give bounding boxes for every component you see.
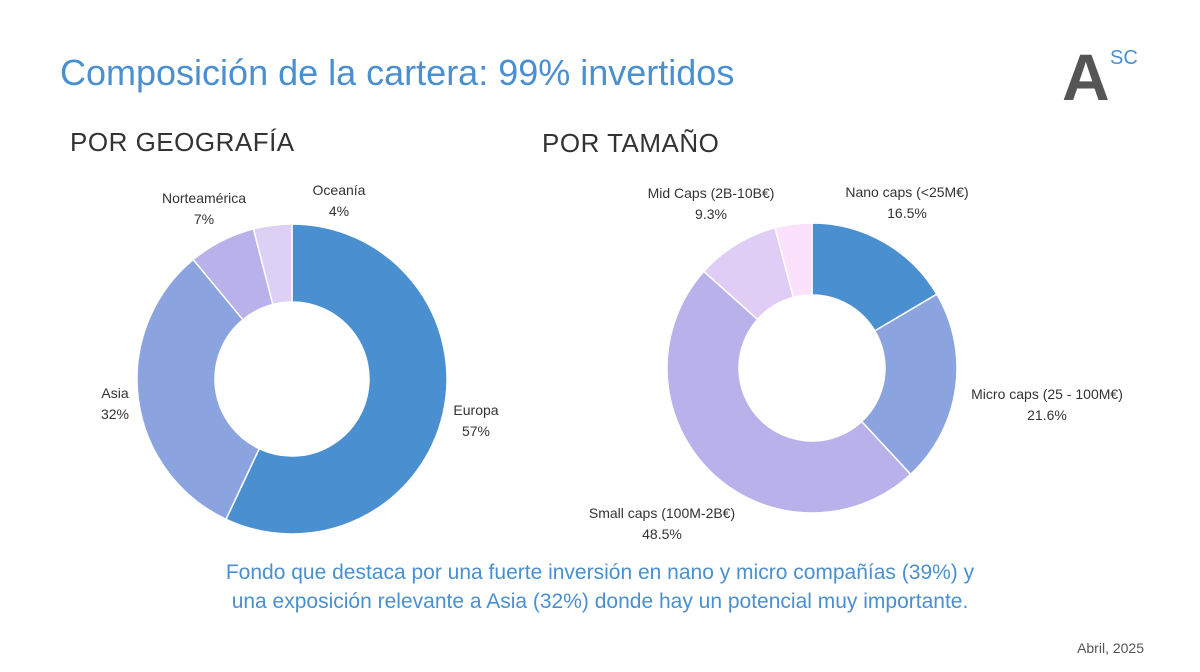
slice-value-label: 16.5% bbox=[887, 205, 927, 221]
slice-label: Nano caps (<25M€) bbox=[845, 184, 968, 200]
slice-label: Oceanía bbox=[313, 182, 366, 198]
slice-value-label: 21.6% bbox=[1027, 407, 1067, 423]
page-title: Composición de la cartera: 99% invertido… bbox=[60, 52, 735, 93]
slice-label: Micro caps (25 - 100M€) bbox=[971, 386, 1123, 402]
slice-value-label: 7% bbox=[194, 211, 214, 227]
report-date: Abril, 2025 bbox=[1077, 640, 1144, 656]
summary-note: Fondo que destaca por una fuerte inversi… bbox=[0, 558, 1200, 616]
slice-label: Mid Caps (2B-10B€) bbox=[648, 185, 775, 201]
size-donut-chart: Nano caps (<25M€) 16.5% Micro caps (25 - 1… bbox=[589, 184, 1123, 542]
slice-value-label: 48.5% bbox=[642, 526, 682, 542]
slice-value-label: 57% bbox=[462, 423, 490, 439]
donut-slice bbox=[666, 270, 912, 514]
slice-value-label: 4% bbox=[329, 203, 349, 219]
donut-slice bbox=[860, 293, 958, 476]
logo-letter: A bbox=[1062, 40, 1110, 110]
summary-line-2: una exposición relevante a Asia (32%) do… bbox=[231, 590, 969, 613]
donut-slice bbox=[774, 222, 813, 299]
slice-label: Asia bbox=[101, 385, 128, 401]
summary-line-1: Fondo que destaca por una fuerte inversi… bbox=[225, 561, 975, 584]
donut-slice bbox=[136, 258, 261, 521]
logo-superscript: SC bbox=[1110, 47, 1138, 69]
slice-label: Small caps (100M-2B€) bbox=[589, 505, 735, 521]
slice-label: Europa bbox=[453, 402, 498, 418]
slice-label: Norteamérica bbox=[162, 190, 246, 206]
company-logo: A SC bbox=[1060, 40, 1150, 114]
geography-donut-chart: Europa 57% Asia 32% Norteamérica 7% Oceanía 4% bbox=[101, 182, 499, 535]
donut-slice bbox=[225, 223, 448, 535]
geography-heading: POR GEOGRAFÍA bbox=[70, 127, 295, 157]
size-heading: POR TAMAÑO bbox=[542, 128, 720, 158]
donut-slice bbox=[252, 223, 293, 306]
slice-value-label: 32% bbox=[101, 406, 129, 422]
slice-value-label: 9.3% bbox=[695, 206, 727, 222]
